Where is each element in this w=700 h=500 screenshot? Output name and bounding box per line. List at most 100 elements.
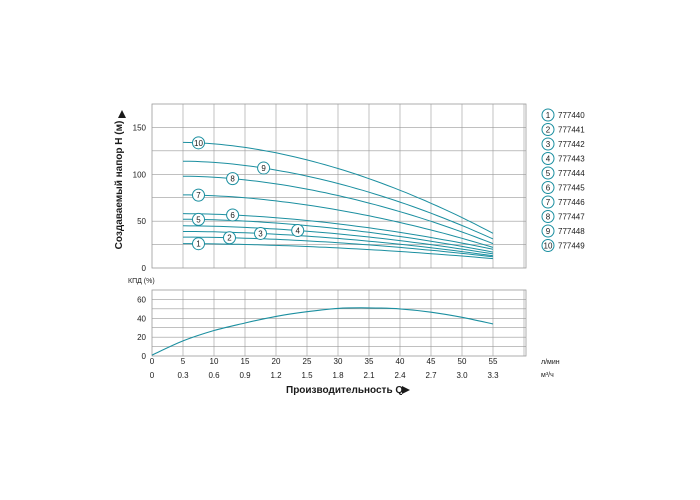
legend-label: 777447: [558, 213, 585, 222]
head-curve-777440: [183, 243, 494, 260]
xtick-lpm-label: 10: [210, 357, 219, 366]
head-plot-frame: [151, 103, 527, 269]
curve-marker-1: 1: [192, 237, 205, 251]
legend-item: 7 777446: [541, 195, 585, 209]
xtick-lpm-label: 5: [181, 357, 186, 366]
xtick-m3h-label: 3.3: [487, 371, 499, 380]
legend-number: 2: [546, 126, 551, 135]
curve-marker-circle: [223, 231, 236, 245]
efficiency-ytick-label: 60: [137, 295, 146, 304]
legend-label: 777448: [558, 227, 585, 236]
xtick-m3h-label: 0.3: [177, 371, 189, 380]
xtick-m3h-label: 1.2: [270, 371, 282, 380]
xtick-lpm-label: 55: [489, 357, 498, 366]
head-y-axis-label: Создаваемый напор H (м): [114, 121, 125, 250]
head-chart-markers: 1 2 3 4 5 6 7 8 9 10: [192, 136, 305, 251]
legend-badge: [541, 137, 555, 151]
legend-label: 777443: [558, 155, 585, 164]
curve-marker-4: 4: [291, 224, 305, 238]
efficiency-curve: [151, 307, 494, 356]
curve-marker-label: 2: [227, 234, 232, 243]
xtick-m3h-label: 0.6: [208, 371, 220, 380]
curve-marker-circle: [192, 237, 205, 251]
xtick-m3h-label: 3.0: [456, 371, 468, 380]
efficiency-chart-curve: [151, 307, 494, 356]
head-chart-grid: [151, 103, 527, 269]
legend-label: 777449: [558, 242, 585, 251]
efficiency-plot-frame: [151, 289, 527, 357]
xtick-lpm-label: 25: [303, 357, 312, 366]
head-y-axis-arrow: [118, 110, 126, 118]
head-curve-777448: [183, 160, 494, 240]
head-ytick-label: 0: [142, 264, 147, 273]
legend-item: 6 777445: [541, 181, 585, 194]
curve-marker-circle: [226, 208, 240, 222]
xtick-lpm-label: 50: [458, 357, 467, 366]
legend-badge: [541, 108, 555, 122]
head-curve-777442: [183, 231, 494, 257]
xtick-m3h-label: 2.4: [394, 371, 406, 380]
curve-marker-circle: [291, 224, 305, 238]
legend-number: 7: [546, 198, 551, 207]
xtick-lpm-label: 45: [427, 357, 436, 366]
legend-number: 9: [546, 227, 551, 236]
head-curve-777446: [183, 194, 494, 248]
xtick-m3h-label: 1.5: [301, 371, 313, 380]
curve-marker-circle: [226, 172, 240, 186]
efficiency-chart-grid: [151, 289, 527, 357]
curve-marker-label: 3: [258, 229, 263, 238]
curve-marker-5: 5: [192, 212, 205, 226]
legend-badge: [541, 195, 555, 209]
x-axis-label: Производительность Q: [286, 385, 403, 396]
x-unit-m3h: м³/ч: [541, 372, 554, 379]
efficiency-ytick-label: 20: [137, 333, 146, 342]
legend-badge: [541, 210, 555, 223]
curve-marker-label: 6: [230, 211, 235, 220]
legend-label: 777440: [558, 111, 585, 120]
curve-marker-circle: [192, 212, 205, 226]
legend-badge: [541, 123, 555, 136]
head-ytick-label: 100: [133, 170, 147, 179]
curve-marker-label: 10: [194, 139, 203, 148]
head-ytick-label: 150: [133, 123, 147, 132]
xtick-m3h-label: 1.8: [332, 371, 344, 380]
legend-number: 10: [544, 242, 553, 251]
curve-marker-3: 3: [254, 226, 267, 240]
curve-marker-7: 7: [192, 188, 205, 202]
xtick-m3h-label: 0.9: [239, 371, 251, 380]
legend-number: 8: [546, 213, 551, 222]
legend-item: 9 777448: [541, 224, 585, 238]
legend-badge: [541, 224, 555, 238]
x-ticks-m3h: 0 0.3 0.6 0.9 1.2 1.5 1.8 2.1 2.4 2.7 3.0 3.3: [150, 371, 499, 380]
legend-item: 2 777441: [541, 123, 585, 136]
curve-marker-label: 8: [230, 175, 235, 184]
curve-marker-label: 1: [196, 240, 201, 249]
legend-label: 777445: [558, 184, 585, 193]
curve-marker-circle: [257, 161, 271, 175]
xtick-lpm-label: 30: [334, 357, 343, 366]
head-curve-777443: [182, 225, 494, 255]
legend-badge: [541, 239, 555, 252]
legend-label: 777446: [558, 198, 585, 207]
legend-badge: [541, 166, 555, 180]
legend-label: 777442: [558, 140, 585, 149]
legend-number: 1: [546, 111, 551, 120]
curve-marker-9: 9: [257, 161, 271, 175]
xtick-m3h-label: 0: [150, 371, 155, 380]
head-ytick-label: 50: [137, 217, 146, 226]
efficiency-ytick-label: 40: [137, 314, 146, 323]
legend-badge: [541, 152, 555, 165]
legend-item: 4 777443: [541, 152, 585, 165]
curve-marker-8: 8: [226, 172, 240, 186]
legend-number: 6: [546, 184, 551, 193]
curve-marker-2: 2: [223, 231, 236, 245]
curve-marker-10: 10: [192, 136, 205, 150]
legend-number: 5: [546, 169, 551, 178]
legend-badge: [541, 181, 555, 194]
curve-marker-label: 9: [261, 164, 266, 173]
legend-item: 1 777440: [541, 108, 585, 122]
efficiency-y-axis-label: КПД (%): [128, 278, 155, 285]
efficiency-ytick-label: 0: [142, 352, 147, 361]
x-ticks-lpm: 0 5 10 15 20 25 30 35 40 45 50 55: [150, 357, 498, 366]
